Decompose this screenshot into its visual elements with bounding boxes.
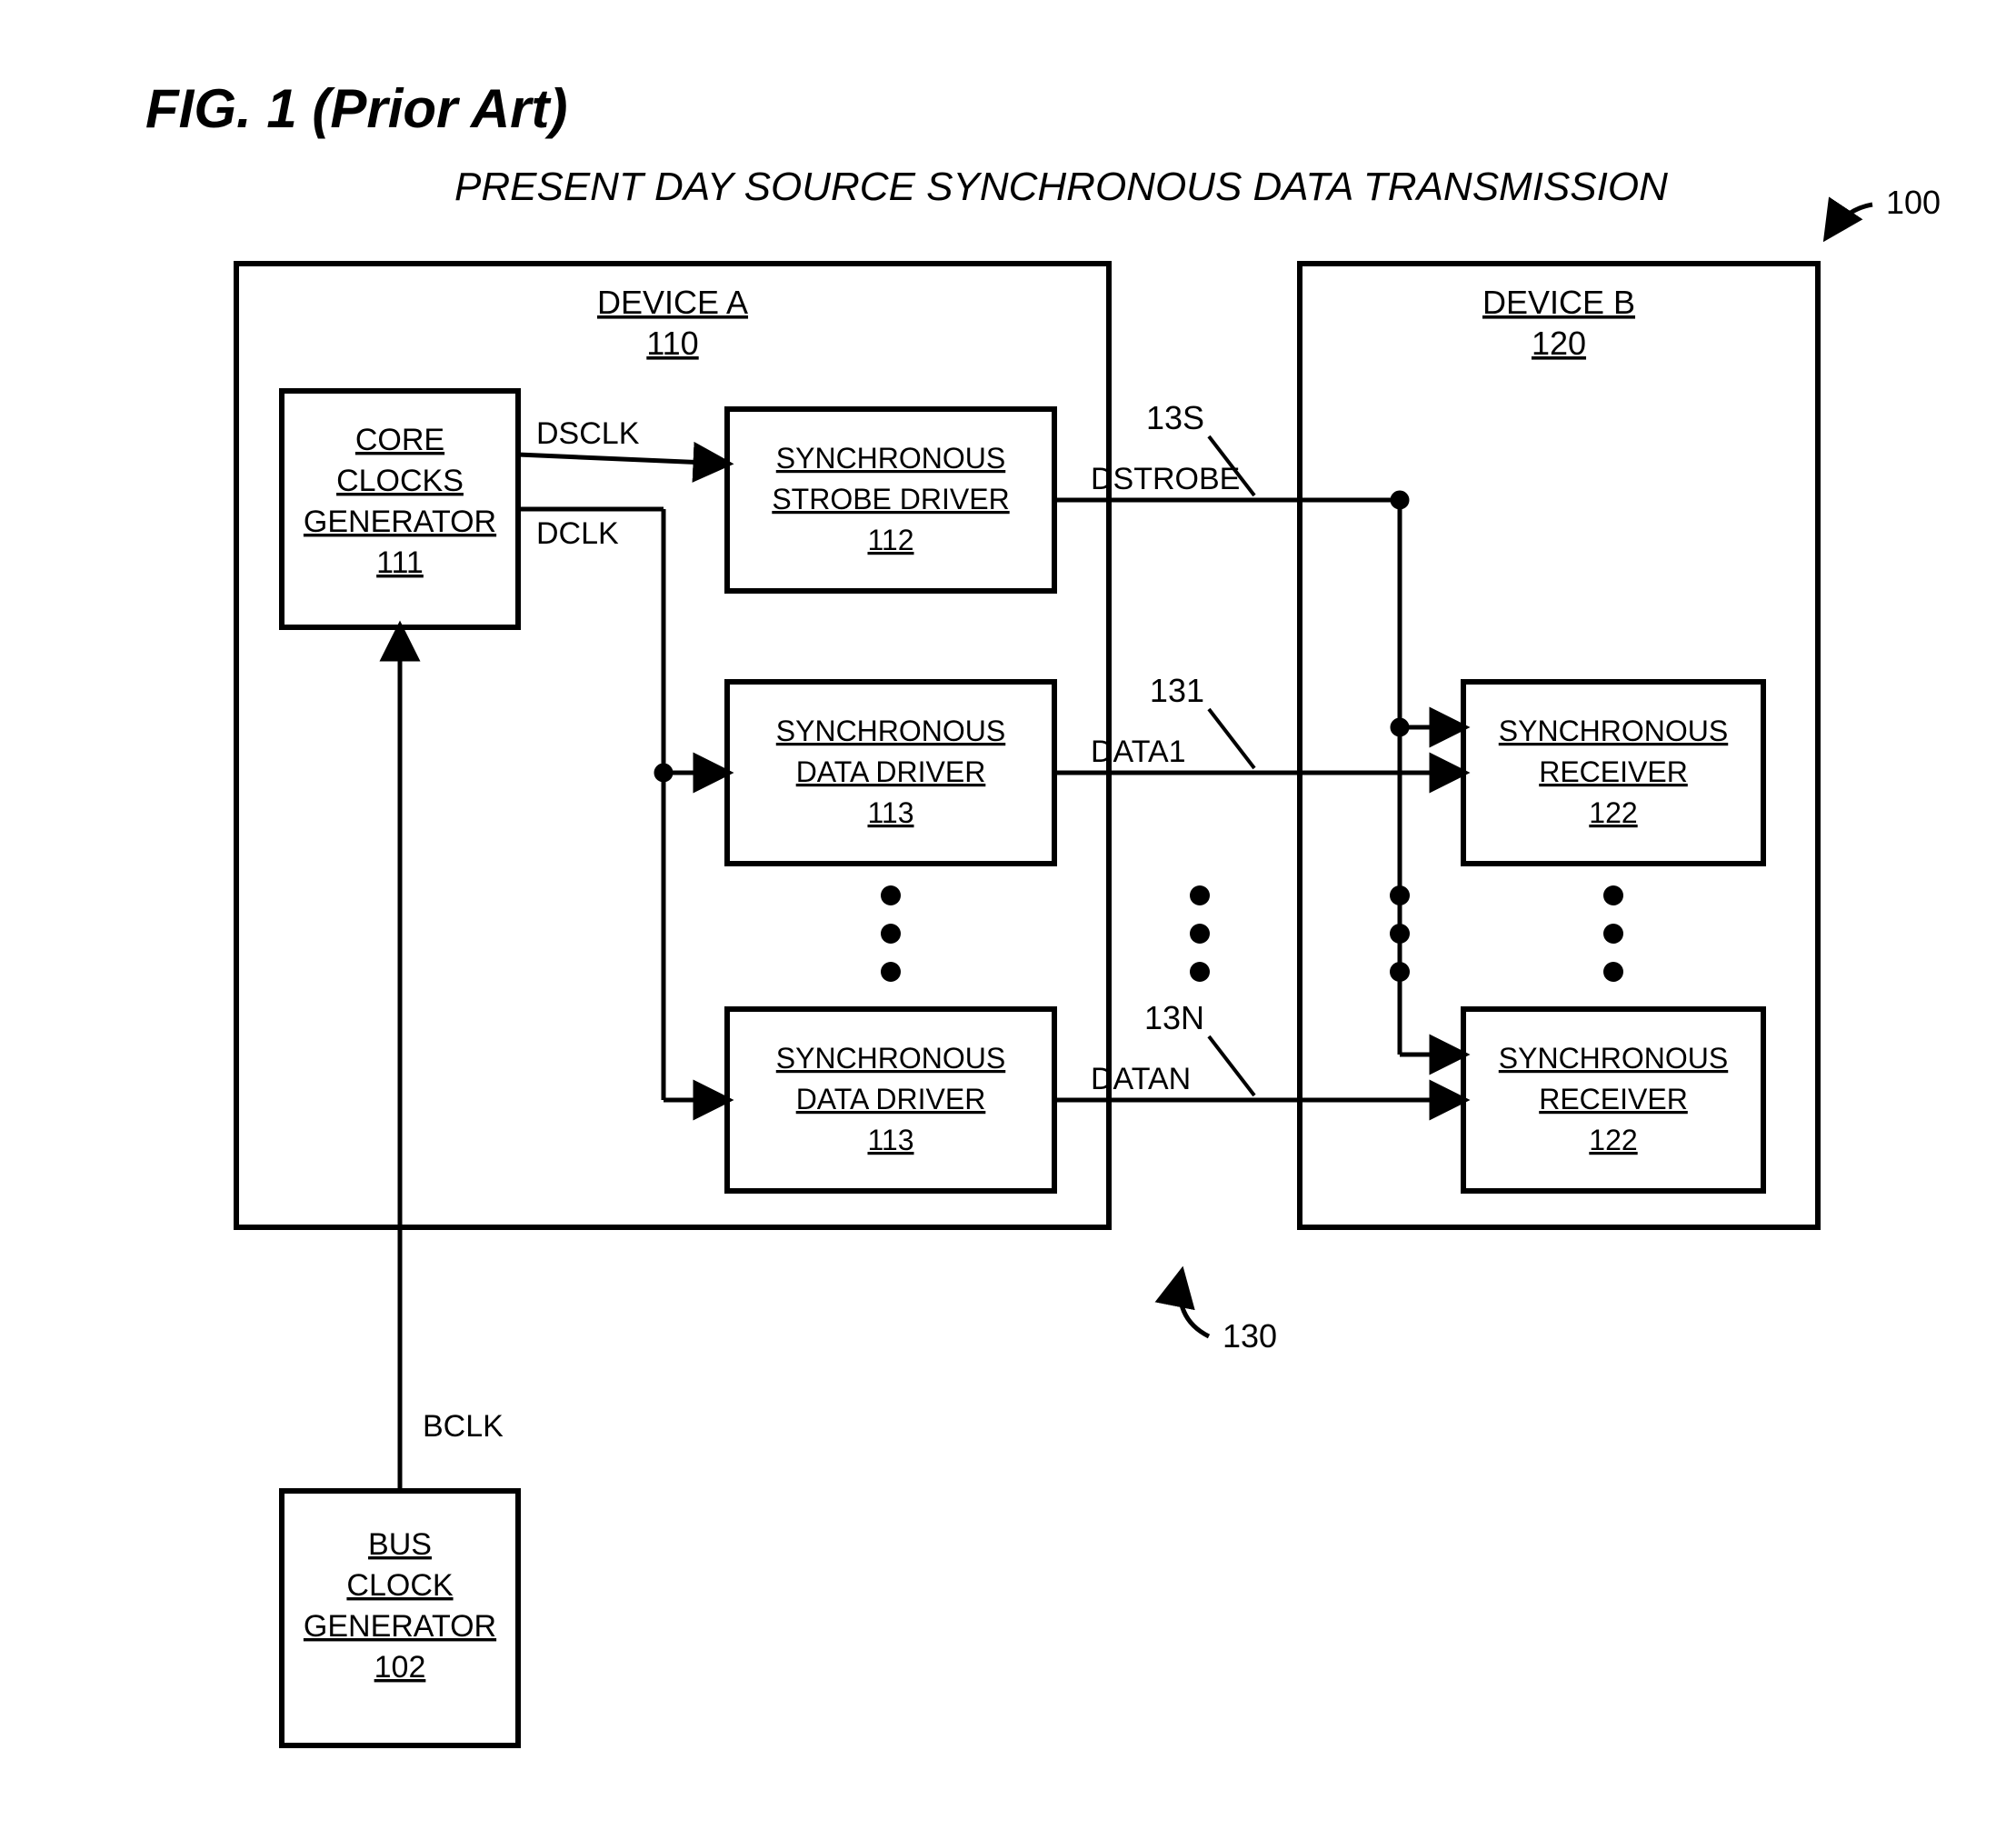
svg-text:13S: 13S (1146, 399, 1204, 436)
svg-text:SYNCHRONOUS: SYNCHRONOUS (776, 1042, 1005, 1075)
svg-text:102: 102 (374, 1650, 426, 1685)
svg-text:STROBE DRIVER: STROBE DRIVER (772, 483, 1009, 515)
svg-text:DATA1: DATA1 (1091, 735, 1186, 769)
signal-labels: DSCLK DCLK BCLK DSTROBE DATA1 DATAN (423, 416, 1240, 1444)
svg-text:DATA DRIVER: DATA DRIVER (796, 755, 986, 788)
svg-text:100: 100 (1886, 184, 1941, 221)
svg-text:DEVICE A: DEVICE A (597, 284, 748, 321)
svg-text:131: 131 (1150, 672, 1204, 709)
svg-text:RECEIVER: RECEIVER (1539, 1083, 1688, 1115)
synchronous-strobe-driver: SYNCHRONOUS STROBE DRIVER 112 (727, 409, 1054, 591)
ellipsis-dots (881, 885, 1623, 982)
svg-text:RECEIVER: RECEIVER (1539, 755, 1688, 788)
svg-text:CLOCK: CLOCK (346, 1568, 453, 1603)
synchronous-data-driver-n: SYNCHRONOUS DATA DRIVER 113 (727, 1009, 1054, 1191)
synchronous-data-driver-1: SYNCHRONOUS DATA DRIVER 113 (727, 682, 1054, 864)
overall-ref: 100 (1827, 184, 1941, 236)
svg-text:SYNCHRONOUS: SYNCHRONOUS (776, 442, 1005, 475)
synchronous-receiver-1: SYNCHRONOUS RECEIVER 122 (1463, 682, 1763, 864)
svg-text:112: 112 (867, 524, 913, 556)
svg-text:DATA DRIVER: DATA DRIVER (796, 1083, 986, 1115)
svg-text:13N: 13N (1144, 999, 1204, 1036)
svg-text:BCLK: BCLK (423, 1409, 504, 1444)
svg-text:DATAN: DATAN (1091, 1062, 1191, 1096)
svg-text:SYNCHRONOUS: SYNCHRONOUS (776, 715, 1005, 747)
svg-text:CORE: CORE (355, 423, 444, 457)
svg-text:113: 113 (867, 1124, 913, 1156)
svg-text:SYNCHRONOUS: SYNCHRONOUS (1499, 715, 1728, 747)
svg-text:BUS: BUS (368, 1527, 432, 1562)
svg-text:GENERATOR: GENERATOR (304, 505, 496, 539)
svg-text:111: 111 (376, 545, 424, 580)
synchronous-receiver-n: SYNCHRONOUS RECEIVER 122 (1463, 1009, 1763, 1191)
svg-text:CLOCKS: CLOCKS (336, 464, 464, 498)
svg-text:110: 110 (646, 325, 698, 362)
block-diagram: FIG. 1 (Prior Art) PRESENT DAY SOURCE SY… (0, 0, 2016, 1830)
svg-text:113: 113 (867, 796, 913, 829)
figure-title: FIG. 1 (Prior Art) (145, 78, 567, 139)
svg-text:122: 122 (1589, 796, 1637, 829)
svg-text:130: 130 (1223, 1317, 1277, 1355)
svg-text:DCLK: DCLK (536, 516, 619, 551)
svg-text:SYNCHRONOUS: SYNCHRONOUS (1499, 1042, 1728, 1075)
svg-text:DSTROBE: DSTROBE (1091, 462, 1240, 496)
svg-text:GENERATOR: GENERATOR (304, 1609, 496, 1644)
svg-text:DEVICE B: DEVICE B (1482, 284, 1635, 321)
bus-group-ref: 130 (1180, 1273, 1277, 1355)
svg-text:120: 120 (1532, 325, 1586, 362)
wires (400, 455, 1463, 1491)
core-clocks-generator: CORE CLOCKS GENERATOR 111 (282, 391, 518, 627)
bus-clock-generator: BUS CLOCK GENERATOR 102 (282, 1491, 518, 1745)
svg-text:DSCLK: DSCLK (536, 416, 640, 451)
figure-subtitle: PRESENT DAY SOURCE SYNCHRONOUS DATA TRAN… (454, 165, 1668, 209)
svg-text:122: 122 (1589, 1124, 1637, 1156)
